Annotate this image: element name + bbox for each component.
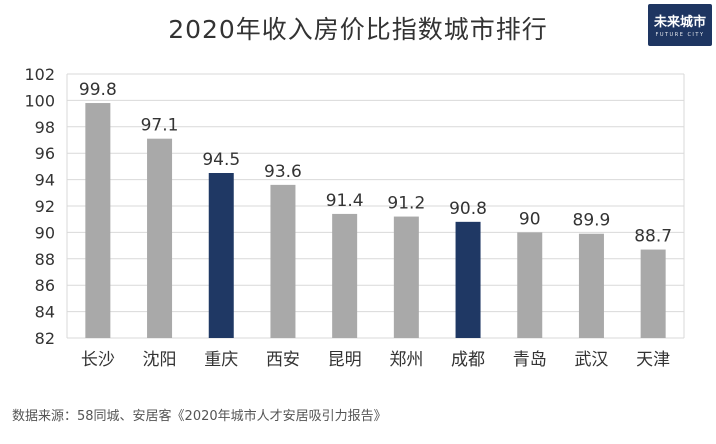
x-tick-label: 沈阳	[143, 350, 177, 370]
data-label: 97.1	[141, 116, 179, 136]
y-tick-label: 86	[35, 276, 55, 295]
data-label: 93.6	[264, 162, 302, 182]
y-tick-label: 82	[35, 329, 55, 348]
y-tick-label: 88	[35, 250, 55, 269]
x-tick-label: 天津	[636, 350, 670, 370]
bar	[85, 103, 111, 338]
data-label: 88.7	[634, 227, 672, 247]
y-tick-label: 100	[24, 91, 55, 110]
y-tick-label: 92	[35, 197, 55, 216]
y-tick-label: 94	[35, 171, 55, 190]
y-tick-label: 90	[35, 223, 55, 242]
bar	[270, 184, 296, 338]
x-tick-label: 昆明	[328, 350, 362, 370]
bar	[455, 221, 481, 338]
bar	[517, 232, 543, 338]
data-label: 94.5	[202, 150, 240, 170]
x-tick-label: 郑州	[389, 350, 423, 370]
bar	[208, 173, 234, 338]
y-tick-label: 84	[35, 303, 55, 322]
x-tick-label: 青岛	[513, 350, 547, 370]
bar	[147, 138, 173, 338]
data-label: 90	[519, 209, 541, 229]
x-tick-label: 武汉	[574, 350, 608, 370]
y-tick-label: 98	[35, 118, 55, 137]
bar-chart: 82 84 86 88 90 92 94 96 98 100 102 99.8 长沙 97.1 沈阳 94.5…	[24, 65, 685, 370]
x-tick-label: 西安	[266, 350, 300, 370]
logo-text: 未来城市	[653, 15, 706, 30]
y-tick-label: 96	[35, 144, 55, 163]
brand-logo: 未来城市 FUTURE CITY	[648, 4, 712, 46]
y-tick-label: 102	[24, 65, 55, 84]
chart-title: 2020年收入房价比指数城市排行	[168, 15, 548, 44]
data-source-note: 数据来源：58同城、安居客《2020年城市人才安居吸引力报告》	[12, 409, 387, 424]
data-label: 99.8	[79, 80, 117, 100]
bar	[578, 233, 604, 338]
x-tick-label: 成都	[451, 350, 485, 370]
data-label: 90.8	[449, 199, 487, 219]
x-tick-label: 长沙	[81, 350, 115, 370]
bar	[393, 216, 419, 338]
bar	[640, 249, 666, 338]
logo-subtext: FUTURE CITY	[655, 32, 705, 38]
data-label: 89.9	[573, 211, 611, 231]
data-label: 91.4	[326, 191, 364, 211]
x-tick-label: 重庆	[204, 350, 238, 370]
bar	[332, 213, 358, 338]
data-label: 91.2	[387, 194, 425, 214]
